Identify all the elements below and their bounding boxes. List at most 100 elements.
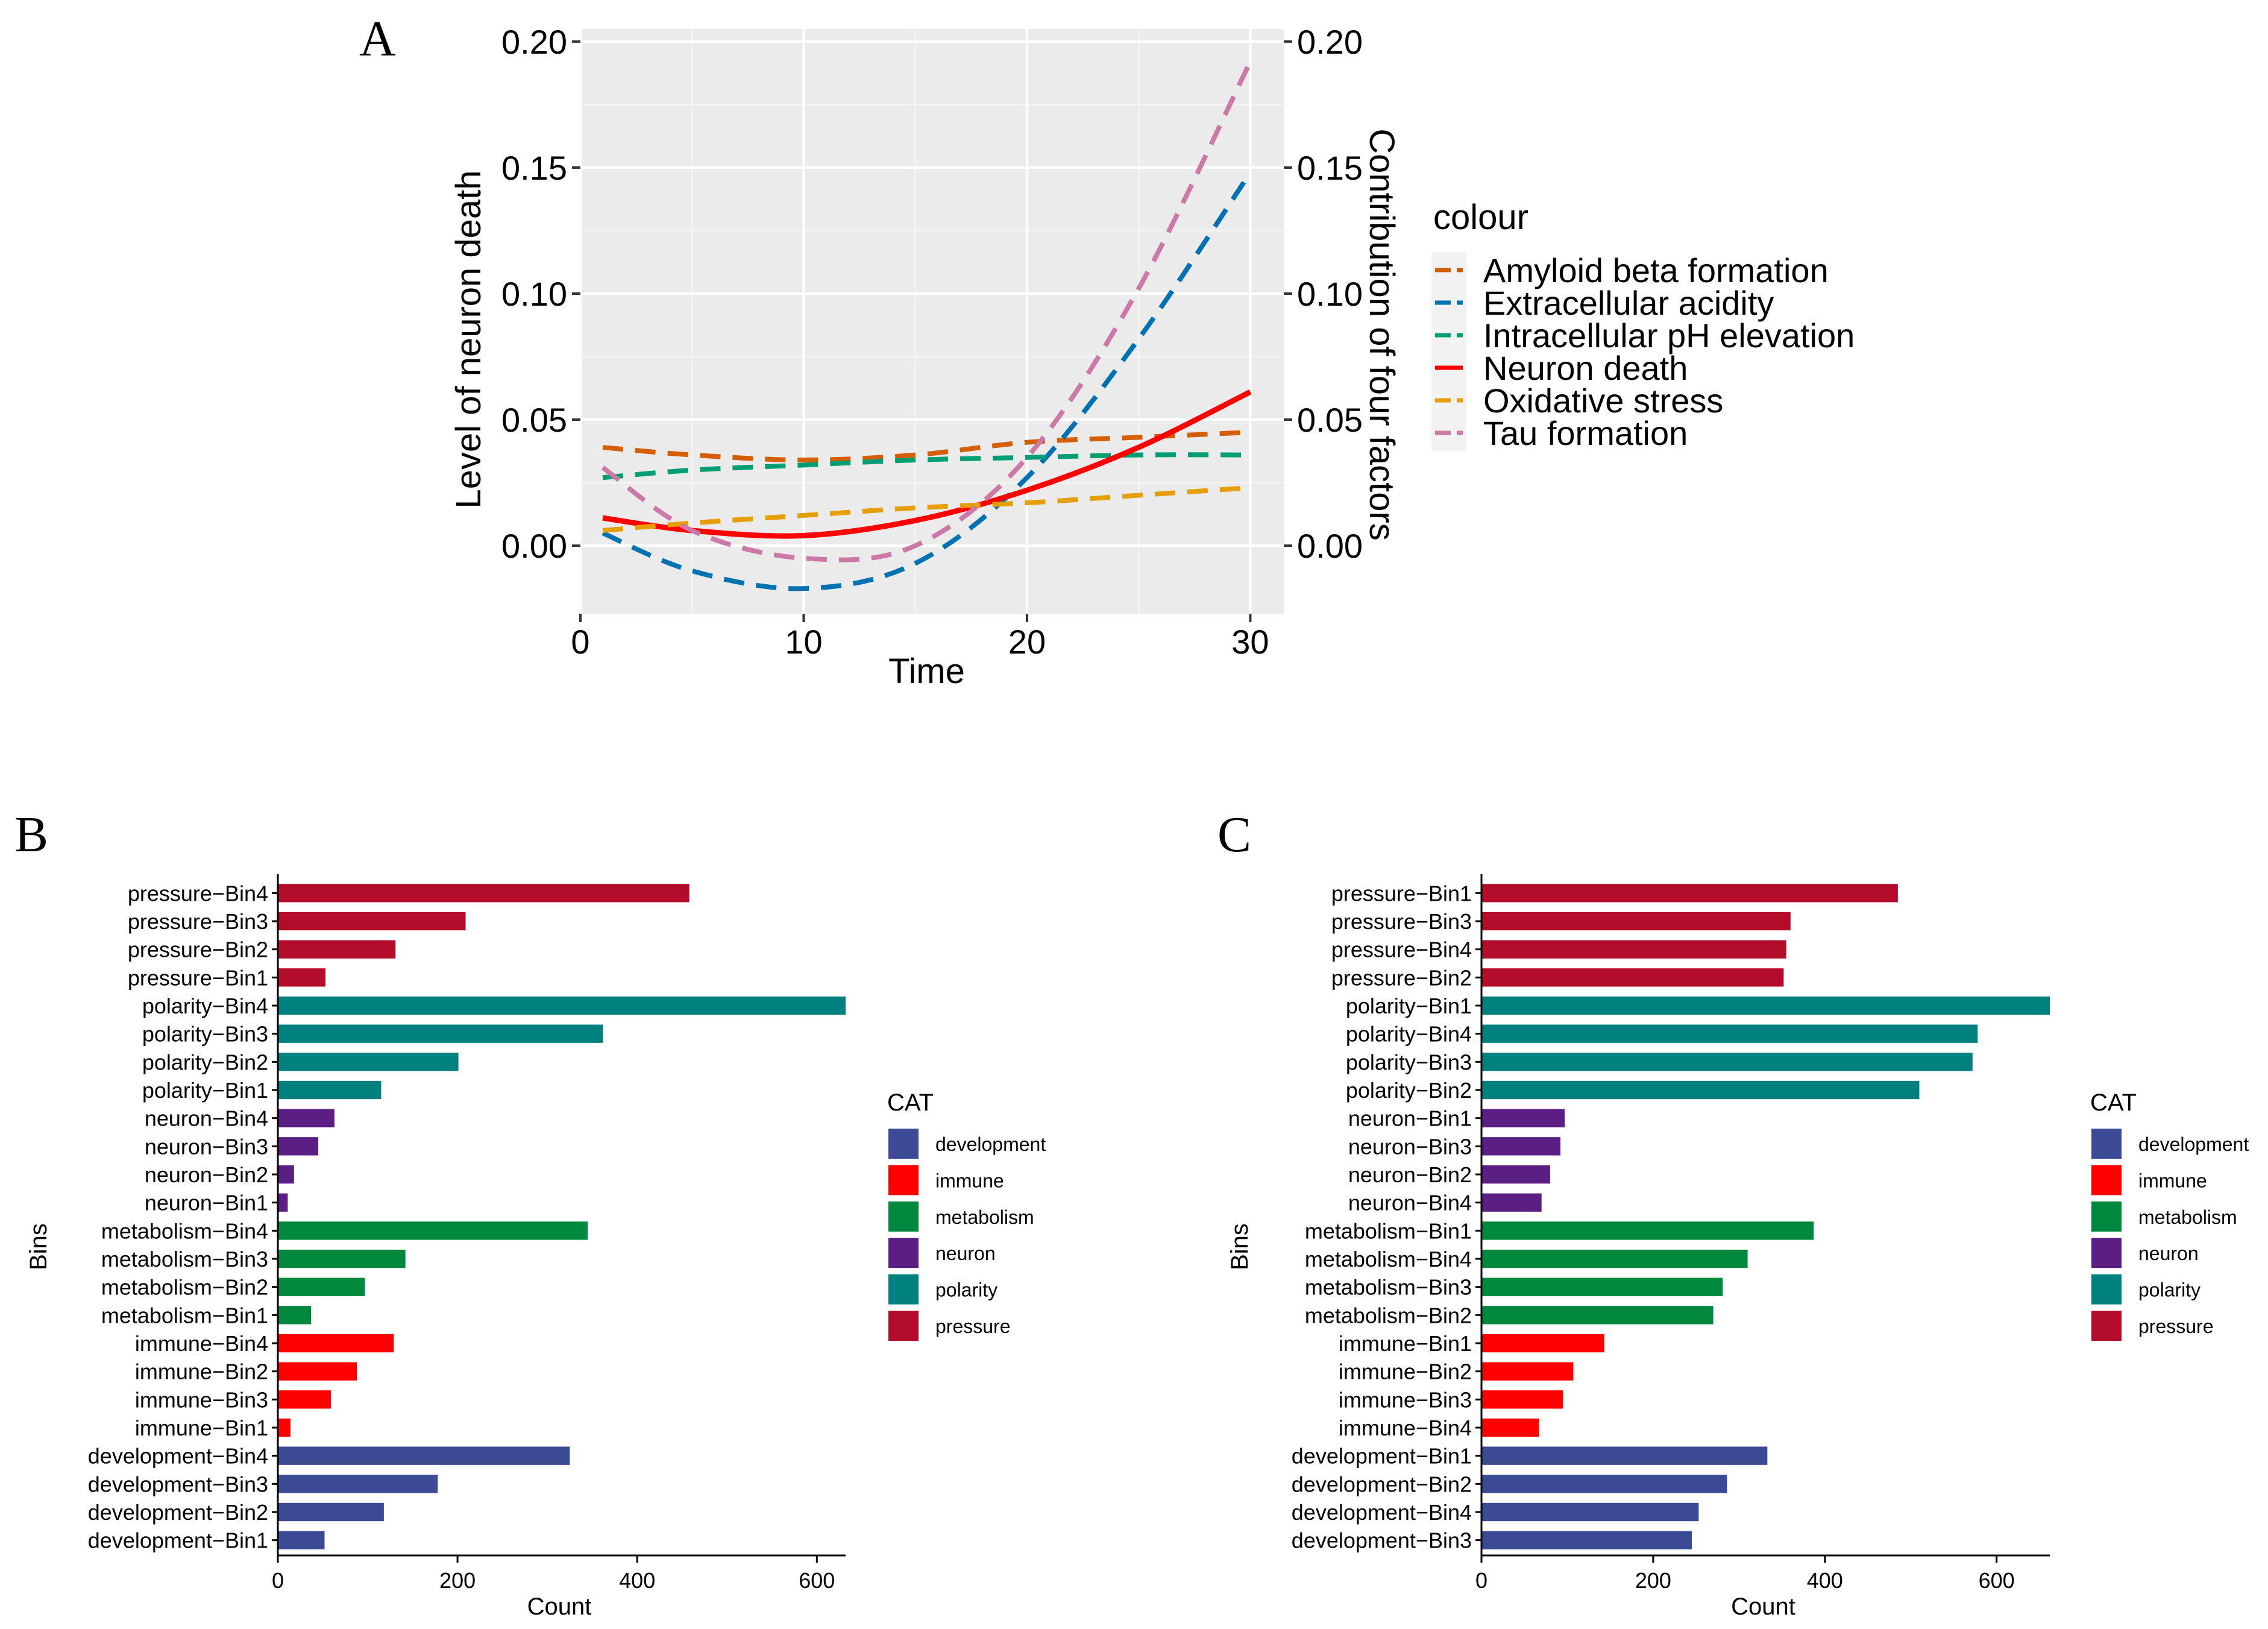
y-tick-label: metabolism−Bin2 <box>101 1275 268 1300</box>
y-tick-label: polarity−Bin3 <box>1346 1050 1472 1074</box>
legend-swatch <box>888 1165 919 1196</box>
y-tick-label: neuron−Bin3 <box>1348 1134 1472 1159</box>
y-tick-label: immune−Bin1 <box>1339 1331 1472 1356</box>
x-tick-label: 200 <box>439 1568 476 1593</box>
y-tick-label: metabolism−Bin4 <box>1305 1247 1472 1271</box>
legend-title: colour <box>1433 198 1528 237</box>
bar <box>278 1109 335 1127</box>
bar <box>1481 1502 1699 1522</box>
bar <box>278 996 846 1015</box>
legend-title: CAT <box>887 1089 934 1116</box>
bar <box>1481 1109 1565 1127</box>
bar <box>1481 1221 1814 1240</box>
bar <box>1481 1024 1978 1043</box>
y-tick-label: polarity−Bin2 <box>142 1050 268 1074</box>
bar <box>278 940 396 959</box>
y-tick-label: 0.15 <box>501 149 567 187</box>
y-axis-label: Level of neuron death <box>449 170 488 508</box>
y2-tick-label: 0.05 <box>1297 401 1363 439</box>
y-tick-label: pressure−Bin3 <box>128 909 268 934</box>
bar <box>278 1278 365 1296</box>
bar <box>1481 1475 1727 1493</box>
legend-entry: metabolism <box>2138 1206 2237 1228</box>
bar <box>1481 1080 1920 1100</box>
x-axis-label: Time <box>888 652 965 691</box>
series-line <box>601 60 1253 562</box>
x-tick-label: 0 <box>272 1568 284 1593</box>
y-tick-label: neuron−Bin3 <box>145 1134 268 1159</box>
y-tick-label: development−Bin2 <box>1292 1472 1472 1496</box>
bar <box>1481 1531 1692 1549</box>
legend-entry: Tau formation <box>1483 414 1688 452</box>
bar <box>278 1137 319 1156</box>
bar <box>278 1053 459 1071</box>
legend-entry: immune <box>935 1170 1004 1191</box>
legend-swatch <box>888 1129 919 1159</box>
x-axis-label: Count <box>1731 1593 1795 1620</box>
legend-swatch <box>888 1238 919 1268</box>
bar <box>1481 968 1784 987</box>
legend-swatch <box>2091 1311 2122 1341</box>
legend-entry: neuron <box>2138 1243 2199 1264</box>
x-tick-label: 400 <box>1807 1568 1843 1593</box>
x-tick-label: 20 <box>1008 623 1046 661</box>
x-tick-label: 30 <box>1231 623 1269 661</box>
y2-tick-label: 0.15 <box>1297 149 1363 187</box>
legend-swatch <box>2091 1274 2122 1305</box>
y-tick-label: immune−Bin1 <box>135 1416 268 1440</box>
y-tick-label: polarity−Bin4 <box>1346 1022 1472 1047</box>
bar <box>278 884 690 903</box>
y-tick-label: immune−Bin4 <box>135 1331 268 1356</box>
legend-entry: Neuron death <box>1483 349 1688 387</box>
y-tick-label: development−Bin1 <box>1292 1444 1472 1469</box>
legend-swatch <box>2091 1238 2122 1268</box>
bar <box>1481 1278 1723 1296</box>
bar <box>278 1024 603 1043</box>
y-tick-label: polarity−Bin4 <box>142 994 268 1018</box>
y-tick-label: pressure−Bin2 <box>128 937 268 962</box>
bar <box>1481 1362 1574 1381</box>
bar <box>278 1221 588 1240</box>
y-tick-label: neuron−Bin2 <box>145 1162 268 1187</box>
legend-entry: pressure <box>935 1315 1011 1337</box>
bar <box>1481 1446 1768 1465</box>
legend-entry: polarity <box>2138 1279 2200 1301</box>
y-axis-label: Bins <box>1227 1223 1253 1270</box>
y-tick-label: pressure−Bin1 <box>1331 881 1472 906</box>
bar <box>1481 1249 1748 1268</box>
bar <box>1481 1390 1563 1409</box>
legend-key-background <box>1431 252 1466 451</box>
y-tick-label: metabolism−Bin2 <box>1305 1303 1472 1328</box>
y-tick-label: 0.10 <box>501 275 567 313</box>
bar <box>1481 1306 1714 1325</box>
legend-entry: metabolism <box>935 1206 1034 1228</box>
bar <box>1481 1137 1561 1156</box>
y2-axis-label: Contribution of four factors <box>1362 128 1401 540</box>
y-tick-label: immune−Bin3 <box>135 1387 268 1412</box>
panel-b-chart: pressure−Bin4 pressure−Bin3 pressure−Bin2 p… <box>25 874 1046 1620</box>
y-tick-label: immune−Bin2 <box>135 1360 268 1384</box>
y2-tick-label: 0.10 <box>1297 275 1363 313</box>
bar <box>278 1390 331 1409</box>
y-tick-label: pressure−Bin4 <box>128 881 268 906</box>
legend-swatch <box>888 1201 919 1232</box>
legend-entry: Amyloid beta formation <box>1483 251 1829 289</box>
series-line <box>602 171 1252 591</box>
x-tick-label: 0 <box>1475 1568 1487 1593</box>
x-tick-label: 400 <box>619 1568 655 1593</box>
bar <box>1481 1165 1550 1184</box>
legend-entry: Extracellular acidity <box>1483 284 1774 322</box>
x-tick-label: 200 <box>1635 1568 1671 1593</box>
bar <box>278 1306 312 1325</box>
bar <box>278 1249 406 1268</box>
y-tick-label: pressure−Bin3 <box>1331 909 1472 934</box>
bar <box>278 1502 384 1522</box>
panel-c-chart: pressure−Bin1 pressure−Bin3 pressure−Bin4 p… <box>1227 874 2249 1620</box>
bar <box>1481 912 1791 931</box>
y-tick-label: polarity−Bin3 <box>142 1022 268 1047</box>
x-tick-label: 10 <box>785 623 822 661</box>
bar <box>278 1193 288 1212</box>
y-tick-label: neuron−Bin4 <box>1348 1191 1472 1215</box>
panel-a-chart: 0 10 20 30 0.00 0.05 0.10 0.15 0.20 0.00 0.05 0.10 0… <box>449 23 1855 691</box>
legend-entry: Oxidative stress <box>1483 382 1723 420</box>
